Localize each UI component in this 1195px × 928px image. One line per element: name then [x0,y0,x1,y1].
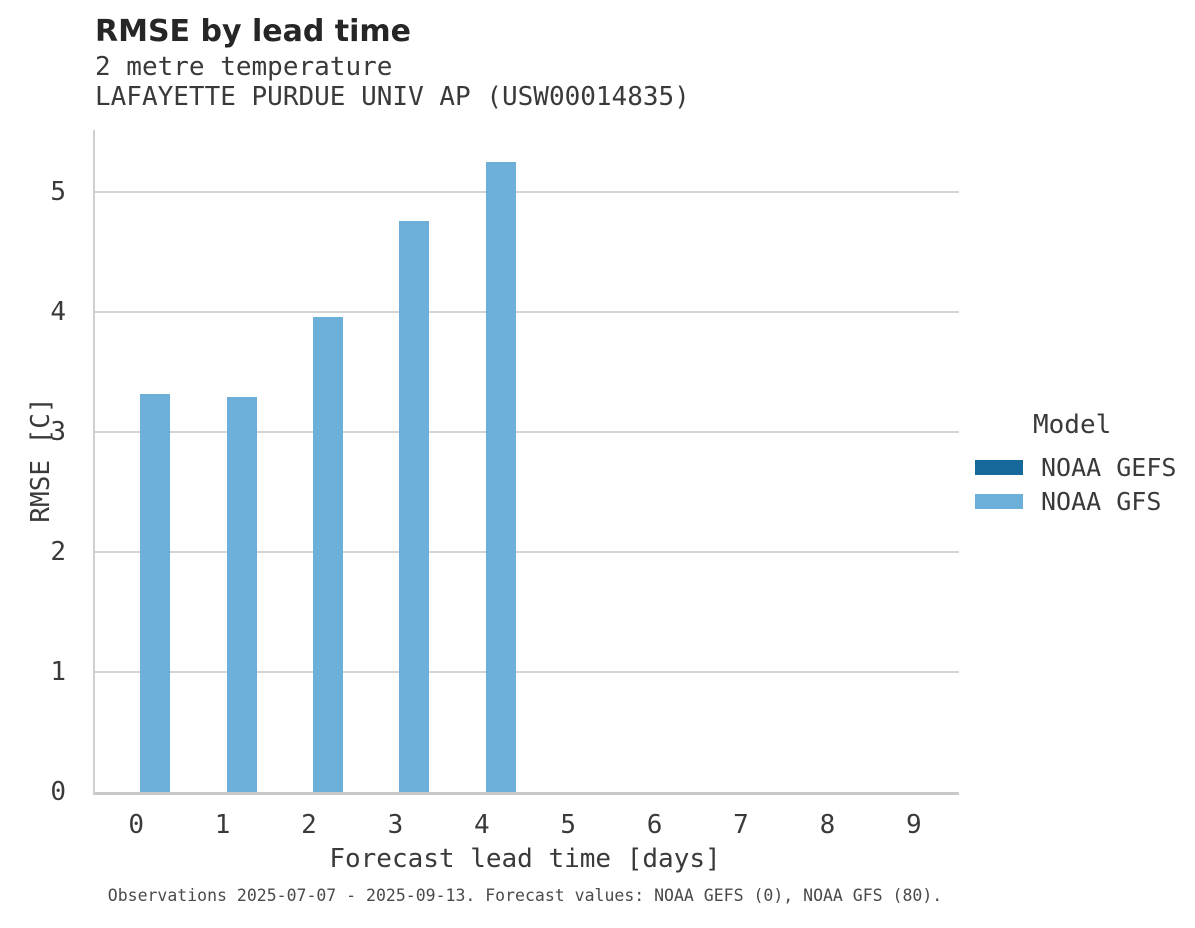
x-tick-label: 1 [214,810,231,840]
gridline-y4 [95,311,959,314]
x-tick-label: 3 [387,810,404,840]
x-tick-label: 9 [905,810,922,840]
chart-title: RMSE by lead time [95,14,411,49]
x-tick-label: 8 [819,810,836,840]
y-tick-label: 3 [50,417,66,448]
plot-area [93,130,959,795]
y-tick-label: 5 [50,177,66,208]
legend-entry-label: NOAA GFS [1041,486,1162,516]
bar-noaa-gfs-lead4 [485,162,516,792]
gridline-y2 [95,551,959,554]
legend: Model NOAA GEFS NOAA GFS [975,410,1176,520]
x-tick-label: 7 [733,810,749,840]
y-axis-ticks: 0 1 2 3 4 5 [0,130,80,807]
bar-noaa-gfs-lead2 [313,317,343,792]
legend-swatch-icon [975,459,1023,475]
gridline-y5 [95,191,959,194]
x-axis-ticks: 0 1 2 3 4 5 6 7 8 9 [93,804,957,840]
gridline-y1 [95,671,959,674]
x-axis-label: Forecast lead time [days] [329,844,721,874]
legend-swatch-icon [975,493,1023,509]
gridline-y3 [95,431,959,434]
caption-note: Observations 2025-07-07 - 2025-09-13. Fo… [107,886,943,905]
x-tick-label: 0 [128,810,145,840]
legend-title: Model [1033,410,1112,440]
x-tick-label: 5 [560,810,577,840]
legend-entry: NOAA GEFS [975,452,1176,482]
bar-noaa-gfs-lead0 [140,393,171,792]
x-tick-label: 6 [646,810,663,840]
y-tick-label: 1 [50,657,66,688]
chart-subtitle-station: LAFAYETTE PURDUE UNIV AP (USW00014835) [95,82,690,112]
bar-noaa-gfs-lead3 [399,221,430,792]
y-tick-label: 2 [50,537,66,568]
y-tick-label: 4 [50,297,66,328]
bar-noaa-gfs-lead1 [226,397,257,792]
legend-entries: NOAA GEFS NOAA GFS [975,452,1176,516]
x-tick-label: 2 [301,810,317,840]
legend-entry: NOAA GFS [975,486,1176,516]
legend-entry-label: NOAA GEFS [1041,452,1177,482]
x-tick-label: 4 [473,810,490,840]
y-tick-label: 0 [50,777,66,807]
chart-subtitle-variable: 2 metre temperature [95,52,393,82]
